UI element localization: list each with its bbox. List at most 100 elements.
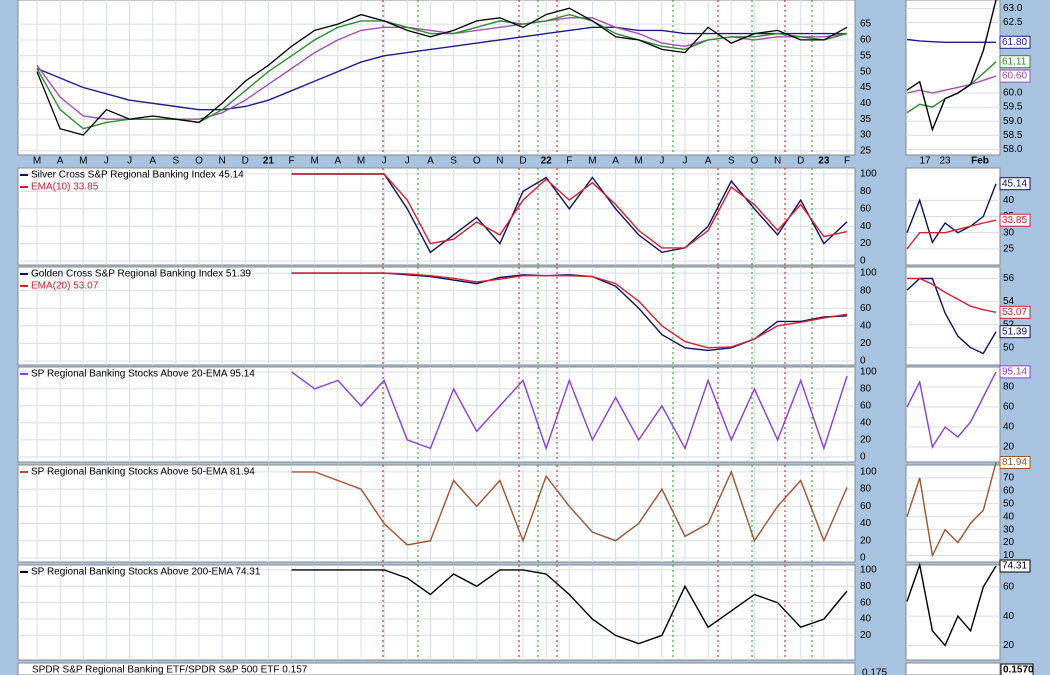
value-label: 45.14 (1002, 178, 1027, 189)
zoom-line (906, 38, 996, 43)
panel (17, 266, 856, 366)
y-tick-label: 50 (860, 66, 872, 77)
x-tick-label: M (357, 156, 365, 167)
y-tick-label: 56 (1003, 273, 1015, 284)
zoom-x-label: 17 (919, 156, 931, 167)
zoom-line (906, 277, 997, 355)
legend-text: SP Regional Banking Stocks Above 50-EMA … (31, 467, 255, 478)
y-tick-label: 30 (860, 130, 872, 141)
y-tick-label: 58.0 (1003, 144, 1023, 155)
y-tick-label: 20 (860, 238, 872, 249)
legend-text: SPDR S&P Regional Banking ETF/SPDR S&P 5… (32, 665, 308, 675)
value-label: 95.14 (1002, 367, 1027, 378)
value-label: 81.94 (1002, 457, 1027, 468)
y-tick-label: 65 (860, 19, 872, 30)
series-line (36, 26, 847, 111)
y-tick-label: 50 (1003, 498, 1015, 509)
zoom-panel (905, 564, 1001, 661)
x-tick-label: J (104, 156, 109, 167)
zoom-line (907, 277, 997, 313)
series-line (36, 7, 848, 136)
y-tick-label: 20 (860, 338, 872, 349)
y-tick-label: 40 (860, 98, 872, 109)
y-tick-label: 35 (860, 114, 872, 125)
legend-text: EMA(10) 33.85 (31, 182, 99, 193)
value-box (999, 365, 1031, 379)
y-tick-label: 59.5 (1003, 102, 1023, 113)
y-tick-label: 40 (1003, 611, 1015, 622)
y-tick-label: 25 (1003, 243, 1015, 254)
y-tick-label: 20 (860, 630, 872, 641)
value-label: 51.39 (1002, 326, 1027, 337)
zoom-x-label: Feb (971, 156, 989, 167)
y-tick-label: 100 (860, 367, 877, 378)
y-tick-label: 80 (860, 484, 872, 495)
x-tick-label: A (149, 156, 156, 167)
x-tick-label: F (844, 156, 850, 167)
legend-text: Silver Cross S&P Regional Banking Index … (31, 170, 244, 181)
y-tick-label: 100 (860, 268, 877, 279)
x-tick-label: F (566, 156, 572, 167)
x-tick-label: N (219, 156, 226, 167)
zoom-line (906, 0, 997, 132)
y-tick-label: 60.0 (1003, 88, 1023, 99)
series-line (291, 371, 848, 451)
y-tick-label: 60 (860, 203, 872, 214)
y-tick-label: 10 (1003, 550, 1015, 561)
value-box (999, 305, 1031, 319)
zoom-x-label: 23 (939, 156, 951, 167)
y-tick-label: 63.0 (1003, 3, 1023, 14)
value-box (999, 455, 1031, 469)
zoom-panel (905, 0, 1001, 156)
value-box (999, 177, 1031, 191)
y-tick-label: 60 (1003, 486, 1015, 497)
y-tick-label: 40 (860, 518, 872, 529)
y-tick-label: 40 (1003, 195, 1015, 206)
y-tick-label: 54 (1003, 296, 1015, 307)
legend-text: SP Regional Banking Stocks Above 20-EMA … (31, 369, 255, 380)
x-tick-label: M (33, 156, 41, 167)
y-tick-label: 70 (1003, 473, 1015, 484)
y-tick-label: 80 (860, 384, 872, 395)
y-tick-label: 0 (860, 553, 866, 564)
x-tick-label: J (382, 156, 387, 167)
value-label: 60.60 (1002, 71, 1027, 82)
y-tick-label: 20 (1003, 640, 1015, 651)
y-tick-label: 20 (1003, 442, 1015, 453)
y-tick-label: 100 (860, 565, 877, 576)
x-tick-label: J (127, 156, 132, 167)
y-tick-label: 60 (1003, 582, 1015, 593)
x-tick-label: 21 (263, 156, 275, 167)
y-tick-label: 60 (860, 401, 872, 412)
x-tick-label: D (797, 156, 804, 167)
y-tick-label: 80 (860, 285, 872, 296)
value-label: 53.07 (1002, 307, 1027, 318)
value-label: 61.80 (1002, 37, 1027, 48)
y-tick-label: 20 (860, 435, 872, 446)
x-tick-label: O (473, 156, 481, 167)
panel (17, 464, 856, 563)
y-tick-label: 52 (1003, 319, 1015, 330)
x-tick-label: M (79, 156, 87, 167)
y-tick-label: 60 (860, 303, 872, 314)
y-tick-label: 0 (860, 256, 866, 267)
value-box (999, 325, 1031, 339)
y-tick-label: 100 (860, 467, 877, 478)
x-tick-label: S (728, 156, 735, 167)
panel (17, 0, 856, 156)
y-tick-label: 60 (1003, 402, 1015, 413)
x-tick-label: N (496, 156, 503, 167)
x-tick-label: 22 (541, 156, 553, 167)
x-tick-label: D (519, 156, 526, 167)
x-tick-label: A (57, 156, 64, 167)
x-tick-label: A (335, 156, 342, 167)
value-box (999, 559, 1031, 573)
y-tick-label: 50 (1003, 342, 1015, 353)
legend-text: Golden Cross S&P Regional Banking Index … (31, 269, 251, 280)
x-tick-label: O (751, 156, 759, 167)
series-line (291, 272, 848, 349)
y-tick-label: 55 (860, 50, 872, 61)
zoom-line (906, 219, 997, 250)
x-tick-label: A (612, 156, 619, 167)
value-box (999, 69, 1031, 83)
